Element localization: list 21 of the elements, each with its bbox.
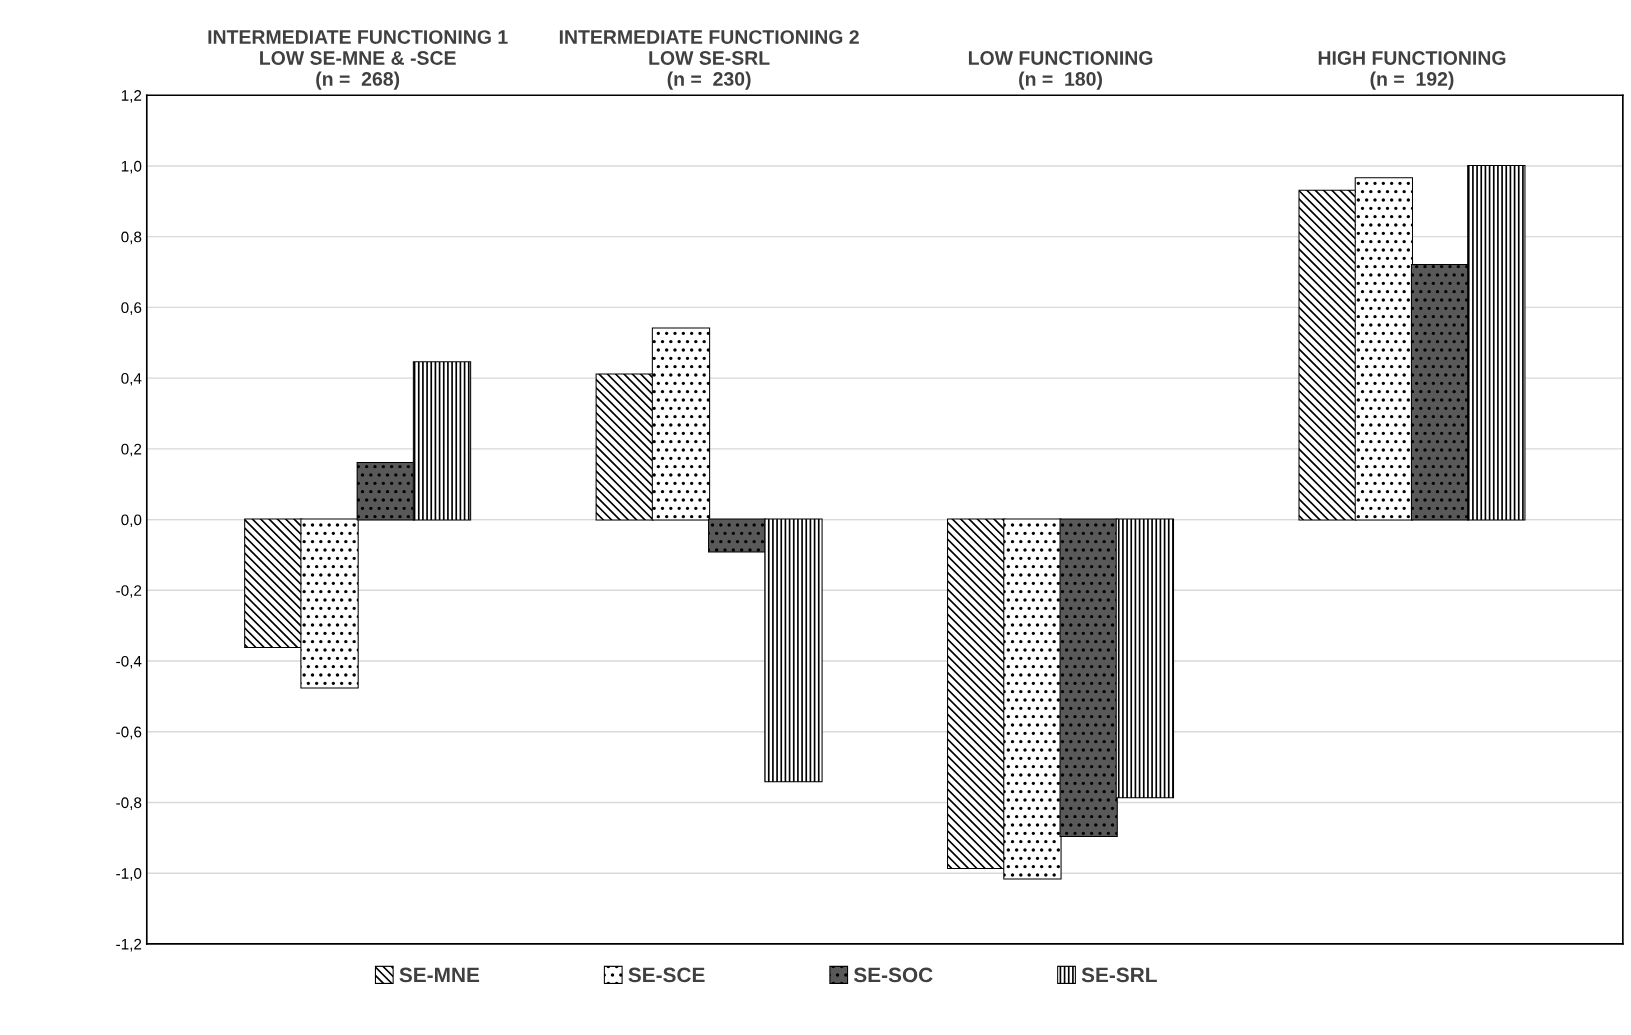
y-tick-label: 0,0 [121, 514, 142, 528]
legend-label: SE-SOC [853, 967, 933, 983]
x-tick-label: INTERMEDIATE FUNCTIONING 2 LOW SE-SRL (n = 230) [559, 30, 859, 90]
y-tick-label: -1,0 [116, 868, 142, 881]
x-tick-label: INTERMEDIATE FUNCTIONING 1 LOW SE-MNE & -SCE (n = 268) [208, 30, 508, 90]
y-tick-label: 0,2 [121, 443, 142, 457]
y-tick-label: 1,2 [121, 90, 142, 103]
y-tick-label: 0,8 [121, 231, 142, 245]
y-tick-label: 0,6 [121, 302, 142, 315]
legend-label: SE-SCE [628, 967, 705, 983]
y-tick-label: -0,2 [116, 585, 142, 598]
legend-label: SE-MNE [399, 967, 480, 983]
x-tick-label: HIGH FUNCTIONING (n = 192) [1318, 51, 1506, 90]
legend-label: SE-SRL [1081, 967, 1157, 983]
y-tick-label: -0,4 [116, 655, 142, 669]
y-tick-label: -0,6 [116, 726, 142, 740]
y-tick-label: -1,2 [116, 938, 142, 952]
y-tick-label: 1,0 [121, 160, 142, 174]
x-tick-label: LOW FUNCTIONING (n = 180) [968, 51, 1153, 90]
y-tick-label: 0,4 [121, 372, 142, 386]
y-tick-label: -0,8 [116, 797, 142, 810]
